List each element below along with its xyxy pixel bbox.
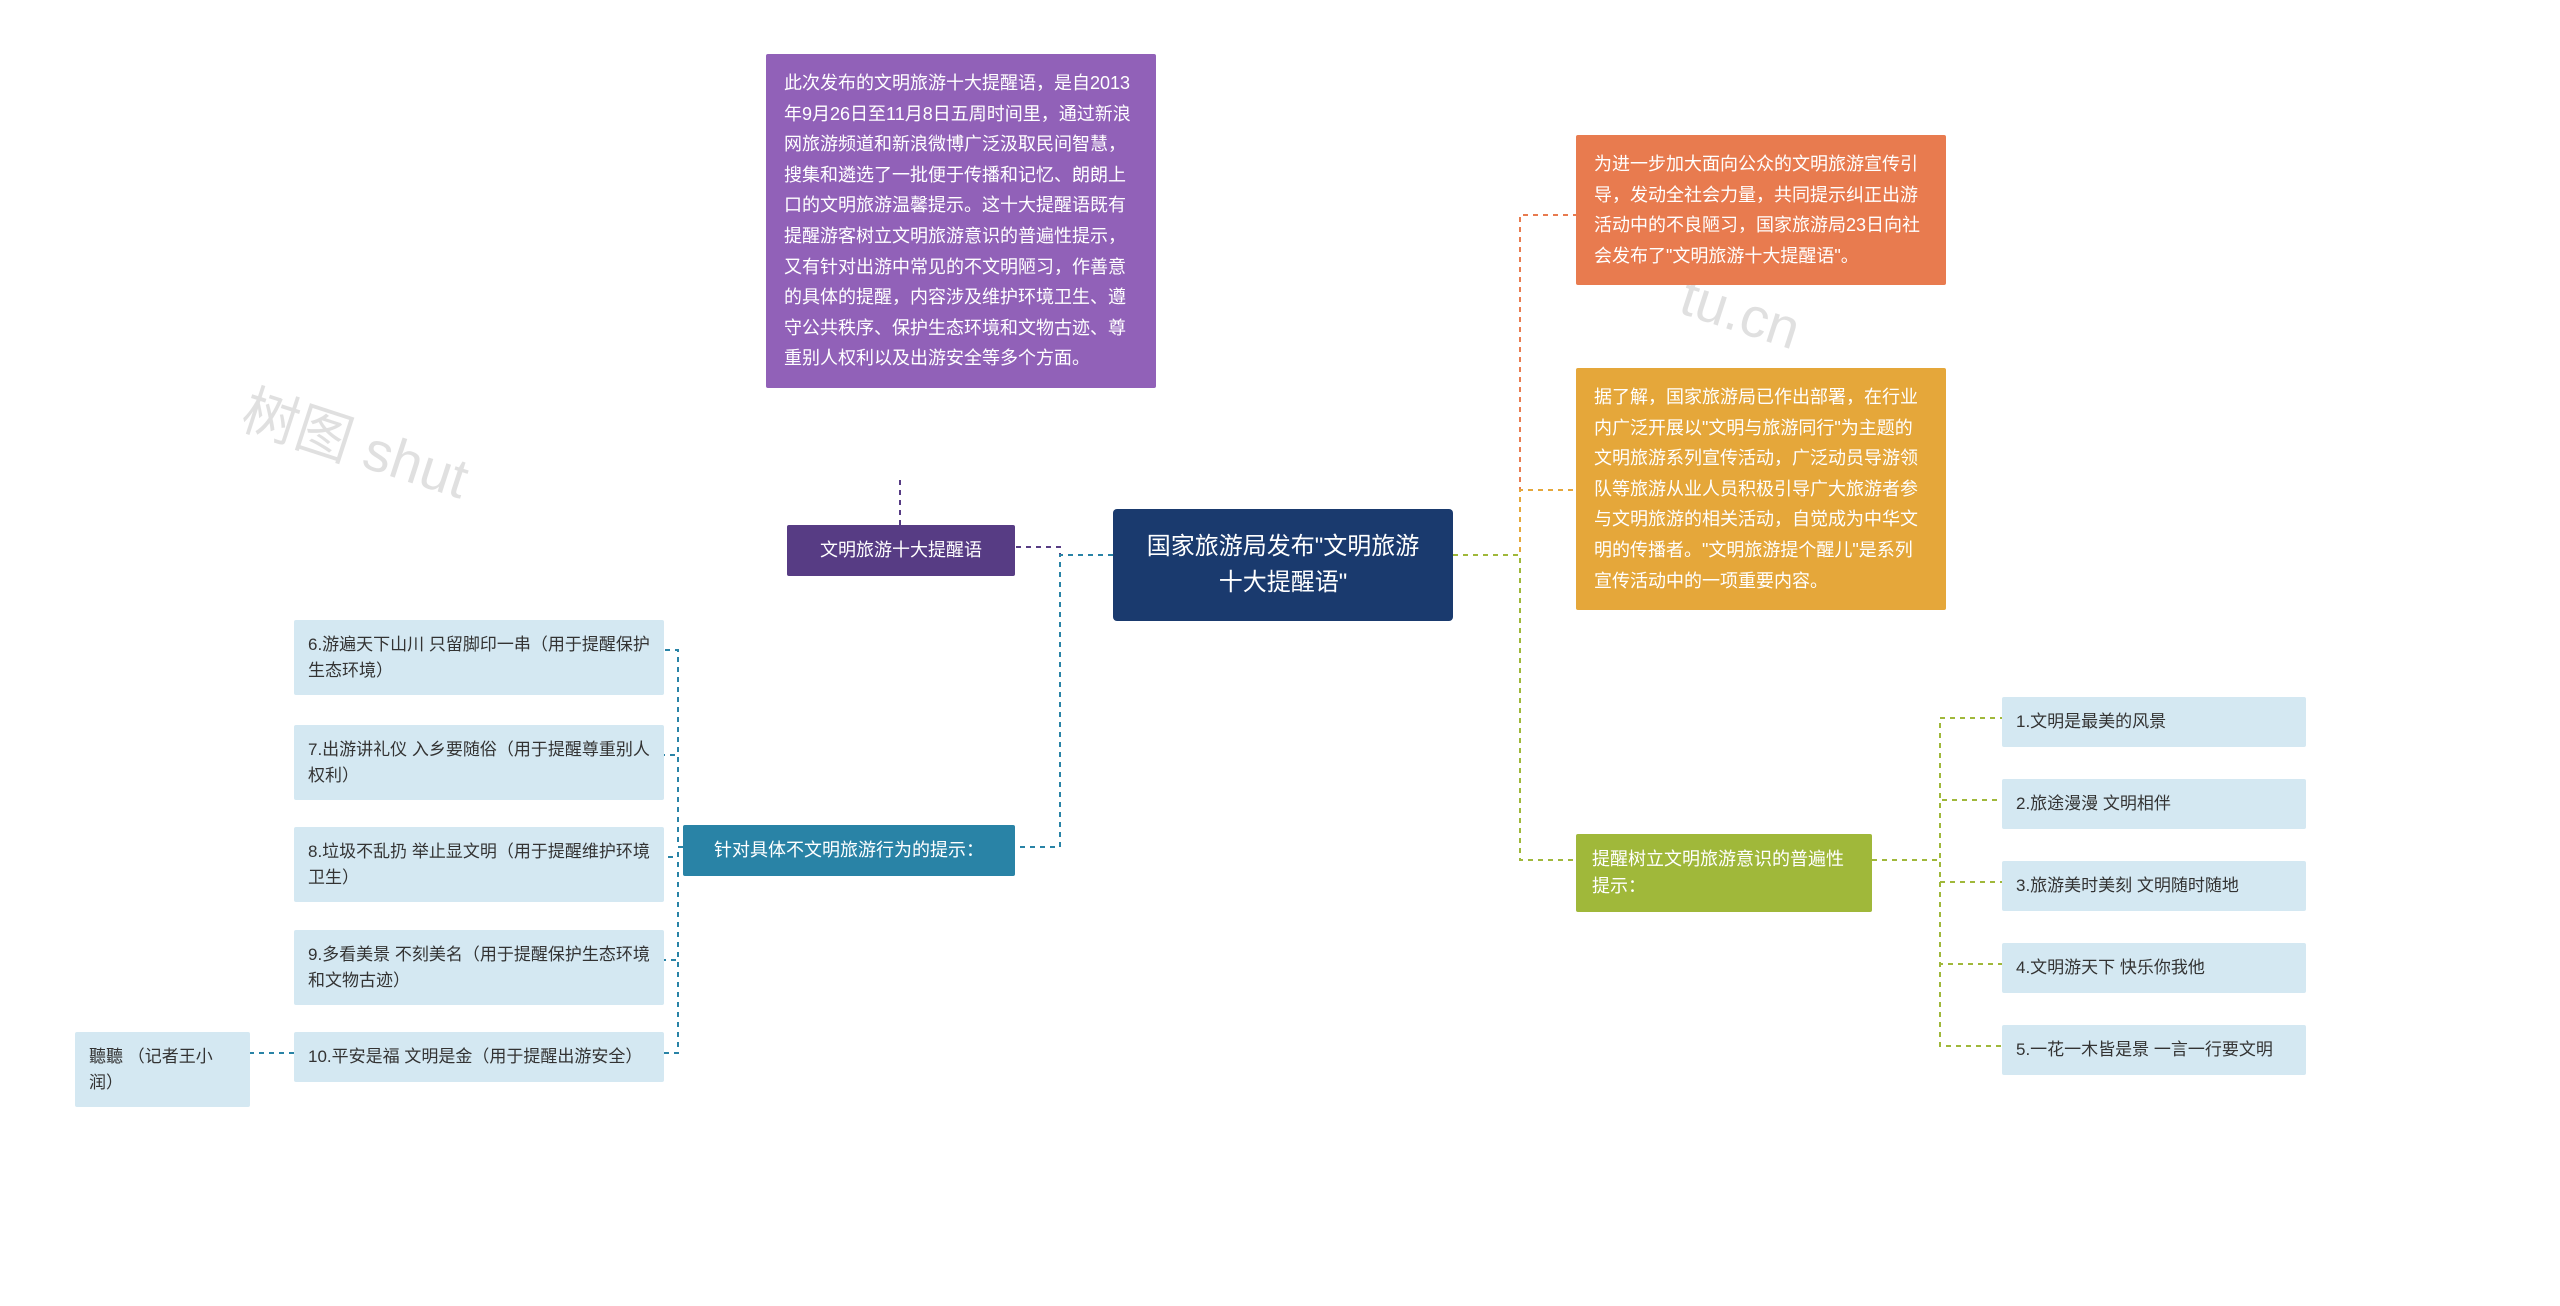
right-leaf-3: 3.旅游美时美刻 文明随时随地	[2002, 861, 2306, 911]
root-node: 国家旅游局发布"文明旅游十大提醒语"	[1113, 509, 1453, 621]
right-green-branch: 提醒树立文明旅游意识的普遍性提示：	[1576, 834, 1872, 912]
right-leaf-1: 1.文明是最美的风景	[2002, 697, 2306, 747]
left-leaf-extra: 聽聽 （记者王小润）	[75, 1032, 250, 1107]
watermark: 树图 shut	[233, 366, 480, 515]
left-leaf-6: 6.游遍天下山川 只留脚印一串（用于提醒保护生态环境）	[294, 620, 664, 695]
left-blue-branch: 针对具体不文明旅游行为的提示：	[683, 825, 1015, 876]
right-intro-orange: 为进一步加大面向公众的文明旅游宣传引导，发动全社会力量，共同提示纠正出游活动中的…	[1576, 135, 1946, 285]
right-detail-yellow: 据了解，国家旅游局已作出部署，在行业内广泛开展以"文明与旅游同行"为主题的文明旅…	[1576, 368, 1946, 610]
right-leaf-4: 4.文明游天下 快乐你我他	[2002, 943, 2306, 993]
left-leaf-10: 10.平安是福 文明是金（用于提醒出游安全）	[294, 1032, 664, 1082]
right-leaf-5: 5.一花一木皆是景 一言一行要文明	[2002, 1025, 2306, 1075]
left-purple-branch: 文明旅游十大提醒语	[787, 525, 1015, 576]
left-leaf-8: 8.垃圾不乱扔 举止显文明（用于提醒维护环境卫生）	[294, 827, 664, 902]
left-leaf-7: 7.出游讲礼仪 入乡要随俗（用于提醒尊重别人权利）	[294, 725, 664, 800]
left-purple-text: 此次发布的文明旅游十大提醒语，是自2013年9月26日至11月8日五周时间里，通…	[766, 54, 1156, 388]
left-leaf-9: 9.多看美景 不刻美名（用于提醒保护生态环境和文物古迹）	[294, 930, 664, 1005]
right-leaf-2: 2.旅途漫漫 文明相伴	[2002, 779, 2306, 829]
